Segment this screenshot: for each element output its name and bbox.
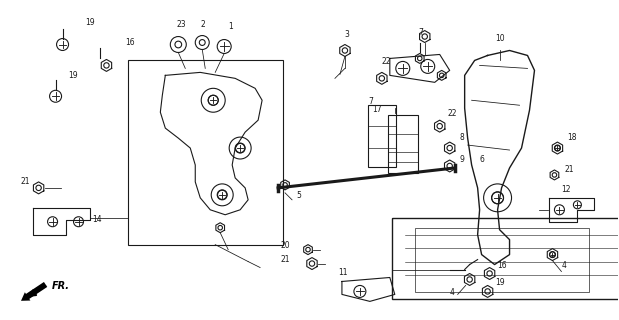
Text: 22: 22 bbox=[448, 109, 457, 118]
Text: 2: 2 bbox=[200, 20, 205, 28]
FancyArrow shape bbox=[21, 282, 47, 301]
Text: 21: 21 bbox=[20, 177, 30, 186]
Text: 16: 16 bbox=[498, 260, 507, 269]
Text: 11: 11 bbox=[338, 268, 347, 277]
Text: 1: 1 bbox=[228, 21, 233, 31]
Text: 6: 6 bbox=[480, 155, 485, 164]
Text: 3: 3 bbox=[344, 29, 348, 38]
Text: 17: 17 bbox=[372, 105, 381, 114]
Text: 4: 4 bbox=[561, 260, 566, 269]
Text: 20: 20 bbox=[280, 241, 290, 250]
Text: 21: 21 bbox=[565, 165, 574, 174]
Text: 9: 9 bbox=[460, 155, 464, 164]
Text: 16: 16 bbox=[126, 37, 135, 46]
Bar bbox=[415, 228, 589, 292]
Text: 19: 19 bbox=[496, 278, 505, 287]
Text: 8: 8 bbox=[460, 133, 464, 142]
Text: 18: 18 bbox=[568, 133, 577, 142]
Text: 7: 7 bbox=[368, 97, 373, 106]
Text: 19: 19 bbox=[85, 18, 95, 27]
Text: 23: 23 bbox=[176, 20, 186, 28]
Bar bbox=[388, 115, 418, 173]
Text: FR.: FR. bbox=[51, 282, 69, 292]
Text: 7: 7 bbox=[419, 28, 423, 36]
Bar bbox=[368, 105, 396, 167]
Text: 5: 5 bbox=[296, 191, 301, 200]
Text: 19: 19 bbox=[69, 71, 78, 80]
Text: 22: 22 bbox=[382, 57, 391, 67]
Text: 10: 10 bbox=[496, 34, 505, 43]
Text: 12: 12 bbox=[561, 185, 571, 194]
Bar bbox=[128, 60, 283, 244]
Text: 4: 4 bbox=[449, 288, 454, 297]
Text: 14: 14 bbox=[92, 215, 102, 224]
Text: 21: 21 bbox=[280, 254, 290, 264]
Bar bbox=[392, 218, 619, 300]
